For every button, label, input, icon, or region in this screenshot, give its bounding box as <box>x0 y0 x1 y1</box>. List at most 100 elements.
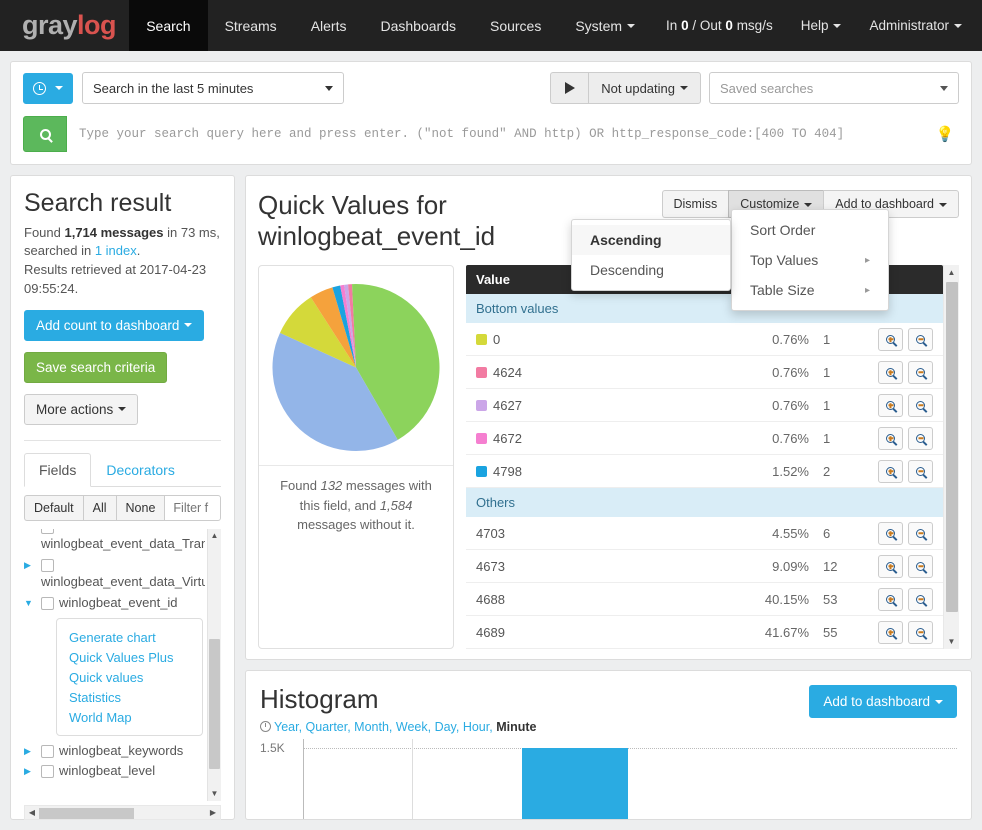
field-checkbox[interactable] <box>41 558 54 572</box>
pie-slice[interactable] <box>279 297 356 368</box>
table-row[interactable]: 4703 4.55% 6 <box>466 517 943 551</box>
fields-default-button[interactable]: Default <box>24 494 83 521</box>
zoom-in-button[interactable] <box>878 554 903 578</box>
fields-all-button[interactable]: All <box>82 494 116 521</box>
graylog-logo[interactable]: graylog <box>0 0 129 51</box>
time-range-select[interactable]: Search in the last 5 minutes <box>82 72 344 104</box>
more-actions-button[interactable]: More actions <box>24 393 139 425</box>
field-action-quick-values-plus[interactable]: Quick Values Plus <box>69 649 174 665</box>
zoom-out-button[interactable] <box>908 587 933 611</box>
fields-none-button[interactable]: None <box>115 494 165 521</box>
refresh-interval-dropdown[interactable]: Not updating <box>588 72 701 104</box>
field-name[interactable]: winlogbeat_level <box>59 763 156 779</box>
menu-item-sort-order[interactable]: Sort Order <box>732 215 888 245</box>
pie-chart[interactable] <box>269 280 443 455</box>
zoom-out-button[interactable] <box>908 459 933 483</box>
table-row[interactable]: 4672 0.76% 1 <box>466 422 943 456</box>
menu-item-ascending[interactable]: Ascending <box>572 225 730 255</box>
pie-slice[interactable] <box>310 287 356 368</box>
caret-right-icon[interactable]: ▶ <box>24 559 31 570</box>
scrollbar-thumb[interactable] <box>39 807 134 819</box>
scroll-down-arrow-icon[interactable]: ▼ <box>210 789 219 799</box>
nav-item-administrator[interactable]: Administrator <box>855 0 976 51</box>
search-query-input[interactable] <box>67 116 931 152</box>
tab-decorators[interactable]: Decorators <box>106 461 175 478</box>
histogram-chart[interactable]: 1.5K <box>260 738 957 819</box>
pie-slice[interactable] <box>344 284 356 368</box>
zoom-out-button[interactable] <box>908 620 933 644</box>
field-checkbox[interactable] <box>41 765 54 779</box>
pie-slice[interactable] <box>348 284 356 368</box>
zoom-in-button[interactable] <box>878 620 903 644</box>
time-range-type-button[interactable] <box>23 72 73 104</box>
zoom-in-button[interactable] <box>878 426 903 450</box>
nav-item-streams[interactable]: Streams <box>224 17 277 34</box>
caret-right-icon[interactable]: ▶ <box>24 766 31 777</box>
menu-item-top-values[interactable]: Top Values ▸ <box>732 245 888 275</box>
zoom-in-button[interactable] <box>878 521 903 545</box>
index-link[interactable]: 1 index <box>94 243 137 259</box>
menu-item-table-size[interactable]: Table Size ▸ <box>732 275 888 305</box>
histogram-bar[interactable] <box>522 747 628 819</box>
zoom-in-button[interactable] <box>878 393 903 417</box>
zoom-in-button[interactable] <box>878 360 903 384</box>
table-row[interactable]: 4673 9.09% 12 <box>466 550 943 584</box>
field-name[interactable]: winlogbeat_event_data_Trans <box>41 535 205 551</box>
resolution-week[interactable]: Week <box>395 719 428 734</box>
table-row[interactable]: 4627 0.76% 1 <box>466 389 943 423</box>
list-item[interactable]: ▶ winlogbeat_level <box>24 761 205 781</box>
scrollbar-thumb[interactable] <box>209 638 220 769</box>
play-refresh-button[interactable] <box>550 72 589 104</box>
pie-slice[interactable] <box>356 284 440 441</box>
resolution-hour[interactable]: Hour <box>462 719 490 734</box>
table-vertical-scrollbar[interactable]: ▲ ▼ <box>943 265 959 650</box>
tab-fields[interactable]: Fields <box>24 452 92 487</box>
scroll-up-arrow-icon[interactable]: ▲ <box>210 531 219 541</box>
nav-item-search[interactable]: Search <box>129 0 208 51</box>
histogram-add-to-dashboard-button[interactable]: Add to dashboard <box>809 685 957 718</box>
table-row[interactable]: 4624 0.76% 1 <box>466 356 943 390</box>
zoom-in-button[interactable] <box>878 459 903 483</box>
pie-slice[interactable] <box>340 285 356 368</box>
zoom-in-button[interactable] <box>878 327 903 351</box>
field-list-horizontal-scrollbar[interactable]: ◀ ▶ <box>24 804 221 820</box>
table-row[interactable]: 0 0.76% 1 <box>466 323 943 357</box>
resolution-day[interactable]: Day <box>434 719 456 734</box>
list-item[interactable] <box>24 528 205 536</box>
field-action-generate-chart[interactable]: Generate chart <box>69 629 156 645</box>
fields-filter-input[interactable] <box>164 494 221 521</box>
zoom-in-button[interactable] <box>878 587 903 611</box>
field-list-vertical-scrollbar[interactable]: ▲ ▼ <box>207 528 221 801</box>
list-item[interactable]: ▼ winlogbeat_event_id <box>24 593 205 613</box>
scroll-right-arrow-icon[interactable]: ▶ <box>209 807 217 817</box>
scroll-down-arrow-icon[interactable]: ▼ <box>947 637 956 647</box>
pie-slice[interactable] <box>332 285 356 368</box>
zoom-out-button[interactable] <box>908 554 933 578</box>
field-action-statistics[interactable]: Statistics <box>69 689 122 705</box>
scrollbar-thumb[interactable] <box>946 282 958 613</box>
field-name[interactable]: winlogbeat_keywords <box>59 743 184 759</box>
resolution-quarter[interactable]: Quarter <box>305 719 348 734</box>
field-name[interactable]: winlogbeat_event_id <box>59 594 178 610</box>
table-row[interactable]: 4688 40.15% 53 <box>466 583 943 617</box>
field-name[interactable]: winlogbeat_event_data_Virtu <box>41 573 205 589</box>
zoom-out-button[interactable] <box>908 393 933 417</box>
nav-item-system[interactable]: System <box>558 0 652 51</box>
nav-item-sources[interactable]: Sources <box>489 17 542 34</box>
list-item[interactable]: ▶ <box>24 555 205 574</box>
zoom-out-button[interactable] <box>908 327 933 351</box>
field-action-quick-values[interactable]: Quick values <box>69 669 144 685</box>
pie-slice[interactable] <box>272 333 398 452</box>
save-search-criteria-button[interactable]: Save search criteria <box>24 351 168 383</box>
resolution-year[interactable]: Year <box>274 719 299 734</box>
nav-item-dashboards[interactable]: Dashboards <box>380 17 456 34</box>
field-checkbox[interactable] <box>41 528 54 534</box>
dismiss-button[interactable]: Dismiss <box>661 190 729 218</box>
zoom-out-button[interactable] <box>908 360 933 384</box>
table-row[interactable]: 4798 1.52% 2 <box>466 455 943 489</box>
field-checkbox[interactable] <box>41 596 54 610</box>
resolution-minute-selected[interactable]: Minute <box>496 719 537 734</box>
table-row[interactable]: 4689 41.67% 55 <box>466 616 943 650</box>
saved-searches-select[interactable]: Saved searches <box>709 72 959 104</box>
caret-right-icon[interactable]: ▶ <box>24 746 31 757</box>
